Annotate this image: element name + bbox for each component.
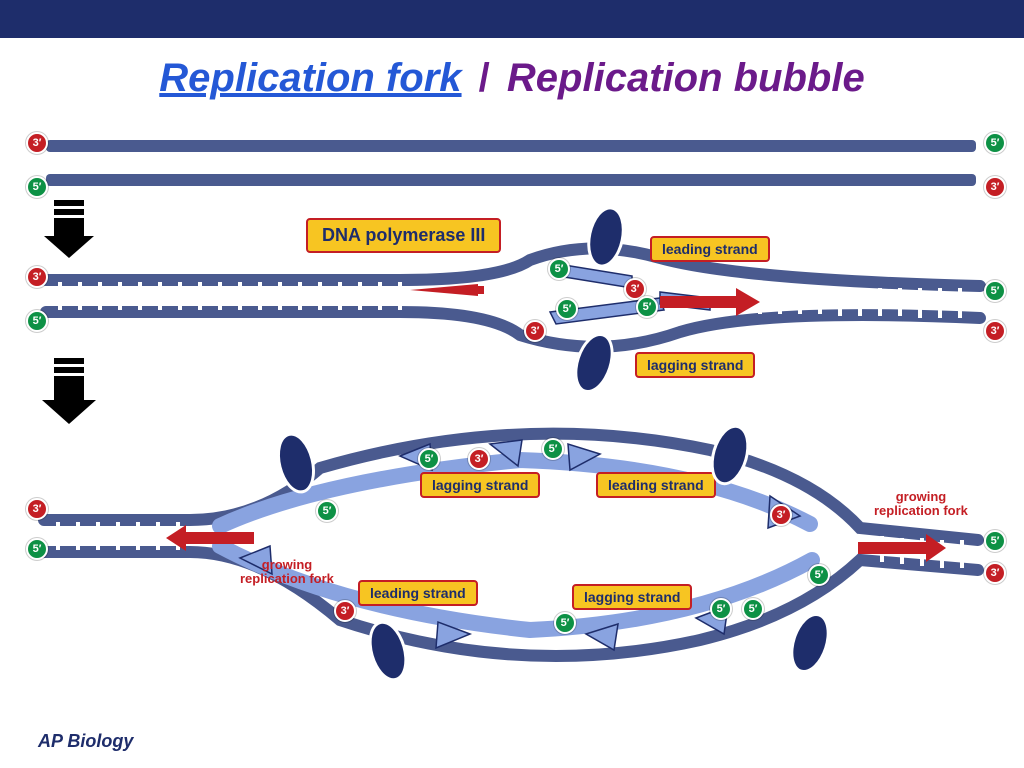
five-prime-label: 5′ [556,298,578,320]
three-prime-label: 3′ [984,176,1006,198]
five-prime-label: 5′ [710,598,732,620]
strand-label: leading strand [358,580,478,606]
dna-backbone-bottom [46,174,976,186]
three-prime-label: 3′ [334,600,356,622]
five-prime-label: 5′ [984,280,1006,302]
five-prime-label: 5′ [542,438,564,460]
five-prime-label: 5′ [808,564,830,586]
page-title: Replication fork / Replication bubble [0,56,1024,101]
five-prime-label: 5′ [636,296,658,318]
strand-label: DNA polymerase III [306,218,501,253]
five-prime-label: 5′ [26,176,48,198]
five-prime-label: 5′ [984,132,1006,154]
course-footer: AP Biology [38,731,133,752]
growing-fork-label: growingreplication fork [874,490,968,519]
three-prime-label: 3′ [468,448,490,470]
five-prime-label: 5′ [742,598,764,620]
top-bar [0,0,1024,38]
five-prime-label: 5′ [26,538,48,560]
three-prime-label: 3′ [26,132,48,154]
three-prime-label: 3′ [26,498,48,520]
strand-label: lagging strand [572,584,692,610]
five-prime-label: 5′ [418,448,440,470]
red-arrow-left-icon [410,284,484,296]
strand-label: lagging strand [635,352,755,378]
dna-bubble-small [0,240,1024,440]
title-separator: / [473,56,496,100]
five-prime-label: 5′ [554,612,576,634]
title-part2: Replication bubble [507,56,865,100]
dna-bubble-large [0,420,1024,720]
dna-basepairs [46,152,976,174]
strand-label: lagging strand [420,472,540,498]
title-part1: Replication fork [159,56,461,100]
three-prime-label: 3′ [984,562,1006,584]
five-prime-label: 5′ [316,500,338,522]
dna-duplex-intact [46,140,976,186]
three-prime-label: 3′ [524,320,546,342]
five-prime-label: 5′ [984,530,1006,552]
three-prime-label: 3′ [26,266,48,288]
strand-label: leading strand [650,236,770,262]
five-prime-label: 5′ [26,310,48,332]
three-prime-label: 3′ [984,320,1006,342]
strand-label: leading strand [596,472,716,498]
growing-fork-label: growingreplication fork [240,558,334,587]
dna-backbone-top [46,140,976,152]
five-prime-label: 5′ [548,258,570,280]
three-prime-label: 3′ [770,504,792,526]
